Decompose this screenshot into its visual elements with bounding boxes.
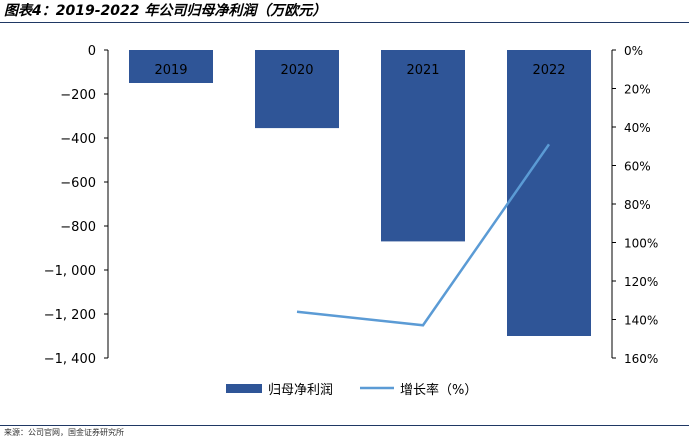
- right-tick-label: 80%: [624, 198, 651, 212]
- bar-2020: [255, 50, 339, 129]
- bar-2019: [129, 50, 213, 83]
- legend-swatch-bar: [226, 384, 262, 393]
- chart: 0 −200 −400 −600 −800 −1, 000 −1, 200 −1, 400 0…: [44, 44, 659, 398]
- category-label: 2020: [280, 63, 313, 78]
- right-tick-label: 0%: [624, 44, 643, 58]
- left-tick-label: −1, 200: [44, 308, 96, 323]
- right-tick-label: 40%: [624, 121, 651, 135]
- left-tick-label: −1, 000: [44, 264, 96, 279]
- right-tick-label: 160%: [624, 352, 658, 366]
- category-label: 2022: [532, 63, 565, 78]
- figure-title: 图表4：2019-2022 年公司归母净利润（万欧元）: [4, 3, 327, 19]
- right-tick-label: 60%: [624, 160, 651, 174]
- left-tick-label: −600: [60, 176, 96, 191]
- right-tick-label: 100%: [624, 237, 658, 251]
- left-tick-label: −800: [60, 220, 96, 235]
- right-tick-label: 20%: [624, 83, 651, 97]
- category-label: 2021: [406, 63, 439, 78]
- source-rule: [0, 425, 689, 426]
- bar-2021: [381, 50, 465, 242]
- legend-label-line: 增长率（%）: [400, 382, 477, 398]
- legend-label-bar: 归母净利润: [268, 383, 333, 398]
- left-tick-label: 0: [88, 44, 96, 59]
- category-label: 2019: [154, 63, 187, 78]
- source-note: 来源：公司官网，国金证券研究所: [4, 428, 124, 437]
- title-rule: [0, 22, 689, 23]
- right-tick-label: 140%: [624, 314, 658, 328]
- growth-line: [296, 143, 551, 327]
- left-tick-label: −1, 400: [44, 352, 96, 367]
- left-tick-label: −200: [60, 88, 96, 103]
- left-tick-label: −400: [60, 132, 96, 147]
- right-tick-label: 120%: [624, 275, 658, 289]
- bar-2022: [507, 50, 591, 336]
